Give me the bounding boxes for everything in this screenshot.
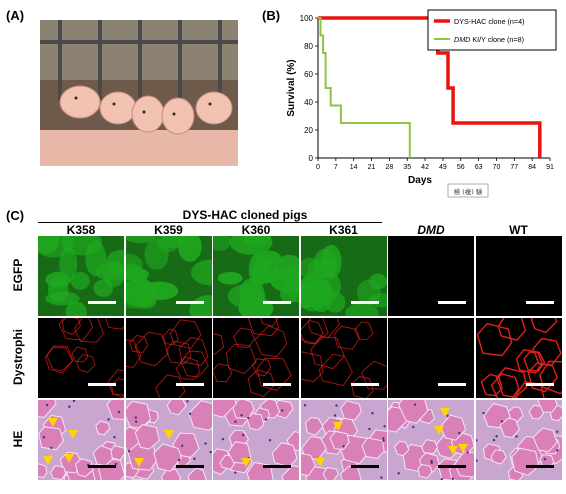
arrowhead-marker <box>434 426 444 435</box>
tile-dystrophi-wt <box>475 318 562 398</box>
arrowhead-marker <box>332 422 343 431</box>
x-tick-label: 77 <box>510 164 518 171</box>
legend-dmd: DMD KI/Y clone (n=8) <box>454 35 524 44</box>
column-label-dmd: DMD <box>417 223 445 237</box>
row-label-dystrophi: Dystrophi <box>11 329 25 386</box>
tile-he-k359 <box>125 400 212 480</box>
scale-bar <box>263 383 291 386</box>
scale-bar <box>350 383 379 386</box>
tile-dystrophi-dmd <box>388 318 474 398</box>
scale-bar <box>525 383 554 386</box>
tile-he-k361 <box>300 400 387 480</box>
group-header: DYS-HAC cloned pigs <box>182 208 308 222</box>
x-tick-label: 7 <box>334 164 338 171</box>
tile-he-wt <box>475 400 562 480</box>
column-label-k358: K358 <box>66 223 96 237</box>
y-tick-label: 60 <box>304 70 313 79</box>
panel-label-c: (C) <box>6 208 25 223</box>
scale-bar <box>175 383 204 386</box>
arrowhead-marker <box>163 430 174 439</box>
y-tick-label: 20 <box>304 126 313 135</box>
y-axis-label: Survival (%) <box>286 59 297 116</box>
tile-he-k358 <box>38 400 124 480</box>
group-header-underline <box>38 222 382 223</box>
tile-egfp-k360 <box>213 236 299 316</box>
x-tick-label: 84 <box>528 164 536 171</box>
tile-egfp-k358 <box>38 236 124 316</box>
arrowhead-marker <box>133 458 144 467</box>
arrowhead-marker <box>68 430 78 439</box>
x-tick-label: 42 <box>421 164 429 171</box>
scale-bar <box>175 465 204 468</box>
y-tick-label: 0 <box>309 154 314 163</box>
column-label-k361: K361 <box>329 223 358 237</box>
scale-bar <box>438 465 466 468</box>
scale-bar <box>438 383 466 386</box>
scale-bar <box>88 465 116 468</box>
arrowhead-marker <box>440 408 450 417</box>
scale-bar <box>350 465 379 468</box>
scale-bar <box>350 301 379 304</box>
column-label-k359: K359 <box>154 223 183 237</box>
tile-egfp-k359 <box>125 236 212 316</box>
x-tick-label: 91 <box>546 164 554 171</box>
stamp-text: 検 (複) 験 <box>454 187 483 196</box>
x-tick-label: 21 <box>368 164 376 171</box>
column-label-wt: WT <box>509 223 528 237</box>
arrowhead-marker <box>314 458 325 467</box>
piglets-photo-image <box>40 20 238 166</box>
x-tick-label: 0 <box>316 164 320 171</box>
x-tick-label: 70 <box>493 164 501 171</box>
tile-dystrophi-k359 <box>125 318 212 398</box>
piglets-photo <box>40 20 238 166</box>
tile-egfp-wt <box>475 236 562 316</box>
arrowhead-marker <box>48 418 58 427</box>
y-tick-label: 80 <box>304 42 313 51</box>
arrowhead-marker <box>241 458 251 467</box>
tile-dystrophi-k361 <box>300 318 387 398</box>
tile-egfp-dmd <box>388 236 474 316</box>
row-label-he: HE <box>11 430 25 448</box>
column-label-k360: K360 <box>241 223 271 237</box>
x-tick-label: 49 <box>439 164 447 171</box>
panel-label-a: (A) <box>6 8 25 23</box>
y-tick-label: 100 <box>300 14 314 23</box>
x-tick-label: 28 <box>385 164 393 171</box>
x-tick-label: 63 <box>475 164 483 171</box>
scale-bar <box>88 383 116 386</box>
panel-label-b: (B) <box>262 8 281 23</box>
x-axis-label: Days <box>408 175 432 186</box>
scale-bar <box>438 301 466 304</box>
x-tick-label: 35 <box>403 164 411 171</box>
arrowhead-marker <box>448 446 458 455</box>
arrowhead-marker <box>64 454 74 463</box>
tile-dystrophi-k360 <box>213 318 299 398</box>
chart-legend: DYS-HAC clone (n=4) DMD KI/Y clone (n=8) <box>427 9 557 51</box>
y-tick-label: 40 <box>304 98 313 107</box>
survival-chart: 0 7 14 21 28 35 42 49 56 63 70 77 84 91 0 20 40 60 80 100 Da… <box>282 2 566 200</box>
tile-he-dmd <box>388 400 474 480</box>
tile-he-k360 <box>213 400 299 480</box>
scale-bar <box>263 465 291 468</box>
scale-bar <box>88 301 116 304</box>
x-tick-label: 56 <box>457 164 465 171</box>
scale-bar <box>525 301 554 304</box>
scale-bar <box>263 301 291 304</box>
scale-bar <box>525 465 554 468</box>
arrowhead-marker <box>458 444 468 453</box>
tile-egfp-k361 <box>300 236 387 316</box>
scale-bar <box>175 301 204 304</box>
x-tick-label: 14 <box>350 164 358 171</box>
stamp-box: 検 (複) 験 <box>447 183 489 198</box>
series-line-dmd <box>318 17 411 158</box>
tile-dystrophi-k358 <box>38 318 124 398</box>
survival-chart-svg: 0 7 14 21 28 35 42 49 56 63 70 77 84 91 0 20 40 60 80 100 Da… <box>286 9 557 198</box>
legend-dys: DYS-HAC clone (n=4) <box>454 17 525 26</box>
arrowhead-marker <box>43 456 53 465</box>
row-label-egfp: EGFP <box>11 258 25 292</box>
